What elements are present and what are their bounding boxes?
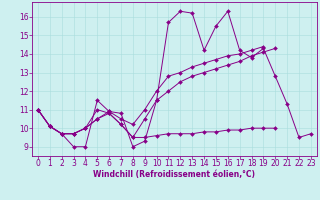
X-axis label: Windchill (Refroidissement éolien,°C): Windchill (Refroidissement éolien,°C) [93, 170, 255, 179]
